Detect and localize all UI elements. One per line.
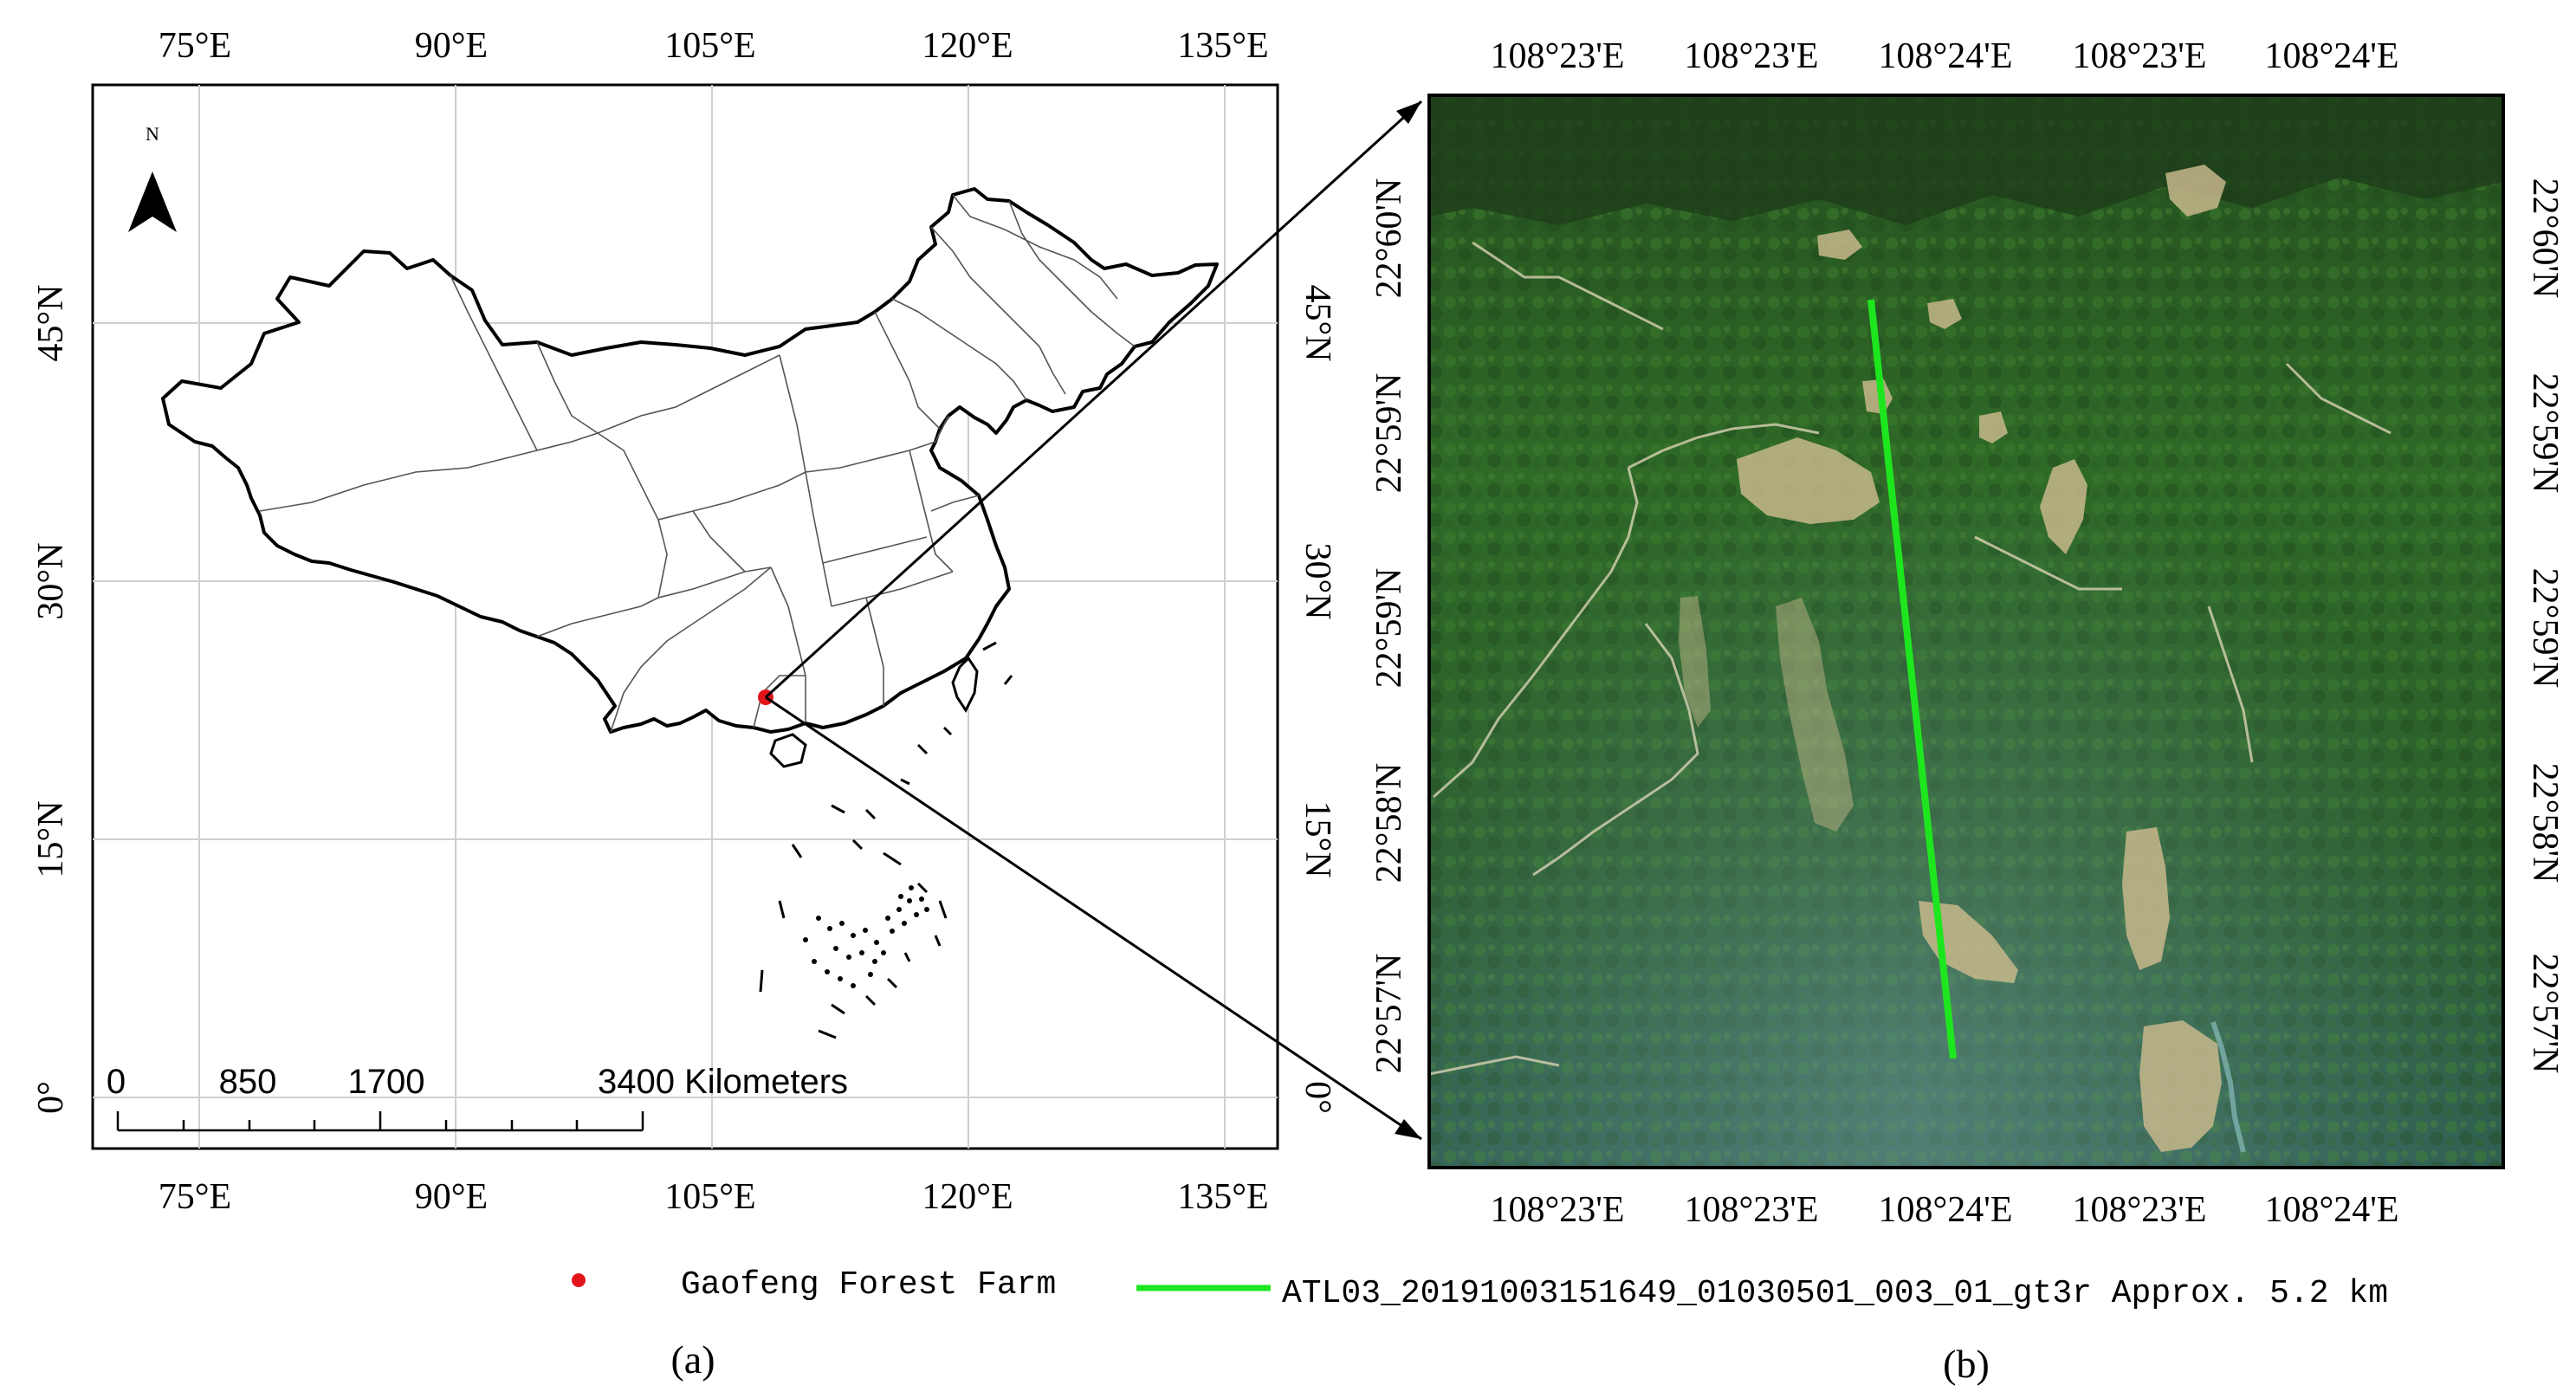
lat-label-right: 0° bbox=[1298, 1081, 1337, 1114]
caption-b: (b) bbox=[1943, 1342, 1990, 1386]
roads bbox=[1428, 241, 2392, 1076]
mountain-ridge bbox=[1429, 95, 2503, 225]
panel-b-lon-labels-bottom: 108°23'E 108°23'E 108°24'E 108°23'E 108°… bbox=[1490, 1190, 2398, 1230]
scale-tick-850: 850 bbox=[219, 1063, 277, 1101]
lat-label-left: 22°59'N bbox=[1369, 373, 1409, 494]
panel-b-lon-labels-top: 108°23'E 108°23'E 108°24'E 108°23'E 108°… bbox=[1490, 36, 2398, 76]
lat-label-right: 22°58'N bbox=[2525, 763, 2565, 883]
lat-label-right: 22°57'N bbox=[2525, 954, 2565, 1074]
scale-bar bbox=[116, 1111, 644, 1132]
lon-label-bottom: 108°23'E bbox=[1490, 1190, 1624, 1230]
lon-label-top: 108°23'E bbox=[2072, 36, 2206, 76]
lon-label-top: 120°E bbox=[922, 26, 1013, 66]
satellite-haze bbox=[1429, 95, 2503, 1168]
legend: Gaofeng Forest Farm ATL03_20191003151649… bbox=[572, 1266, 2388, 1312]
north-label: N bbox=[146, 123, 159, 145]
island-dots bbox=[803, 885, 929, 988]
lon-label-top: 90°E bbox=[415, 26, 488, 66]
caption-a: (a) bbox=[670, 1337, 715, 1382]
lon-label-bottom: 75°E bbox=[159, 1177, 231, 1217]
lon-label-bottom: 108°23'E bbox=[2072, 1190, 2206, 1230]
islands bbox=[759, 641, 1013, 1039]
lat-label-left: 45°N bbox=[31, 284, 71, 361]
lat-label-right: 22°60'N bbox=[2525, 178, 2565, 299]
lon-label-bottom: 90°E bbox=[415, 1177, 488, 1217]
lat-label-right: 22°59'N bbox=[2525, 568, 2565, 689]
lon-label-bottom: 108°24'E bbox=[1878, 1190, 2012, 1230]
province-boundaries bbox=[259, 194, 1136, 733]
lat-label-left: 22°59'N bbox=[1369, 568, 1409, 689]
lon-label-bottom: 120°E bbox=[922, 1177, 1013, 1217]
connector-top-arrowhead bbox=[1396, 101, 1421, 124]
legend-farm-marker bbox=[572, 1273, 586, 1287]
lat-label-left: 0° bbox=[31, 1081, 71, 1114]
panel-a-lon-labels-top: 75°E 90°E 105°E 120°E 135°E bbox=[159, 26, 1269, 66]
country-outline bbox=[161, 187, 1219, 734]
connector-bottom-arrowhead bbox=[1395, 1119, 1421, 1139]
lon-label-top: 108°24'E bbox=[2264, 36, 2398, 76]
scale-tick-3400: 3400 Kilometers bbox=[598, 1063, 848, 1101]
lat-label-right: 15°N bbox=[1298, 800, 1337, 877]
lon-label-top: 75°E bbox=[159, 26, 231, 66]
lat-label-left: 22°57'N bbox=[1369, 954, 1409, 1074]
panel-a-map: N 0 850 1700 3400 Kilometers 75°E 90°E bbox=[31, 26, 1423, 1217]
panel-a-lat-labels-right: 45°N 30°N 15°N 0° bbox=[1298, 284, 1337, 1113]
panel-b-lat-labels-left: 22°60'N 22°59'N 22°59'N 22°58'N 22°57'N bbox=[1369, 178, 1409, 1074]
lon-label-top: 108°24'E bbox=[1878, 36, 2012, 76]
river bbox=[2210, 1021, 2246, 1153]
lat-label-left: 15°N bbox=[31, 800, 71, 877]
lat-label-left: 22°58'N bbox=[1369, 763, 1409, 883]
lat-label-left: 22°60'N bbox=[1369, 178, 1409, 299]
lat-label-right: 30°N bbox=[1298, 542, 1337, 619]
lon-label-top: 105°E bbox=[664, 26, 755, 66]
panel-b-lat-labels-right: 22°60'N 22°59'N 22°59'N 22°58'N 22°57'N bbox=[2525, 178, 2565, 1074]
lon-label-top: 135°E bbox=[1177, 26, 1268, 66]
panel-a-lon-labels-bottom: 75°E 90°E 105°E 120°E 135°E bbox=[159, 1177, 1269, 1217]
lat-label-right: 45°N bbox=[1298, 284, 1337, 361]
lon-label-bottom: 105°E bbox=[664, 1177, 755, 1217]
connector-top bbox=[764, 100, 1423, 699]
lat-label-right: 22°59'N bbox=[2525, 373, 2565, 494]
north-arrow-icon bbox=[128, 172, 177, 232]
legend-farm-label: Gaofeng Forest Farm bbox=[681, 1266, 1056, 1304]
lon-label-bottom: 108°24'E bbox=[2264, 1190, 2398, 1230]
scale-tick-1700: 1700 bbox=[348, 1063, 425, 1101]
scale-tick-0: 0 bbox=[107, 1063, 126, 1101]
icesat2-track bbox=[1867, 299, 1957, 1059]
connector-bottom bbox=[765, 696, 1422, 1141]
lon-label-bottom: 135°E bbox=[1177, 1177, 1268, 1217]
lat-label-left: 30°N bbox=[31, 542, 71, 619]
panel-a-lat-labels-left: 45°N 30°N 15°N 0° bbox=[31, 284, 71, 1113]
panel-b-frame bbox=[1427, 94, 2505, 1169]
lon-label-bottom: 108°23'E bbox=[1684, 1190, 1818, 1230]
lon-label-top: 108°23'E bbox=[1684, 36, 1818, 76]
legend-track-label: ATL03_20191003151649_01030501_003_01_gt3… bbox=[1282, 1275, 2388, 1312]
lon-label-top: 108°23'E bbox=[1490, 36, 1624, 76]
panel-b-satellite: 108°23'E 108°23'E 108°24'E 108°23'E 108°… bbox=[1369, 36, 2565, 1230]
